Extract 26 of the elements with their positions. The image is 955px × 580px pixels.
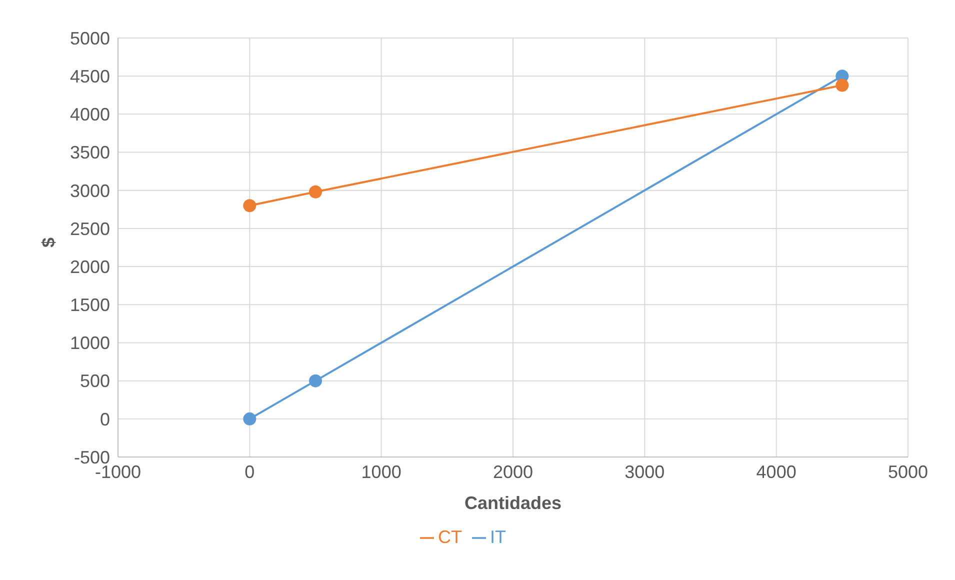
y-tick-label: 2500 [70,218,110,239]
x-tick-label: 4000 [756,462,796,482]
x-tick-label: 0 [244,462,255,482]
x-tick-label: 5000 [888,462,928,482]
y-tick-label: 4500 [70,66,110,86]
x-tick-label: 3000 [624,462,665,482]
y-tick-label: 1500 [70,295,110,316]
y-tick-label: 3000 [70,180,110,201]
y-tick-label: 0 [100,409,110,430]
x-axis-title: Cantidades [464,493,562,513]
y-tick-label: 5000 [70,28,110,48]
x-tick-label: 2000 [492,462,534,482]
y-tick-label: 3500 [70,142,110,163]
y-tick-label: 1000 [70,333,110,354]
legend-label: CT [438,527,462,547]
point [309,374,322,388]
legend-label: IT [490,527,506,547]
y-axis-title: $ [38,237,58,248]
point [309,185,322,198]
y-tick-label: 500 [80,371,110,392]
point [836,78,849,92]
point [243,199,256,212]
y-tick-label: 2000 [70,256,110,277]
point [243,412,256,426]
x-tick-label: 1000 [361,462,402,482]
y-tick-label: 4000 [70,104,110,125]
